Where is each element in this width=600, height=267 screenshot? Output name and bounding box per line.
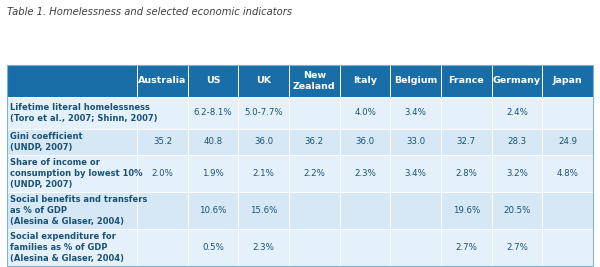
Text: 20.5%: 20.5%	[503, 206, 530, 215]
Text: Social expenditure for
families as % of GDP
(Alesina & Glaser, 2004): Social expenditure for families as % of …	[10, 232, 124, 263]
Text: France: France	[448, 76, 484, 85]
Text: 2.1%: 2.1%	[253, 169, 275, 178]
Text: Gini coefficient
(UNDP, 2007): Gini coefficient (UNDP, 2007)	[10, 132, 83, 152]
Text: 3.4%: 3.4%	[404, 169, 427, 178]
Text: 2.3%: 2.3%	[253, 243, 275, 252]
Text: 2.0%: 2.0%	[152, 169, 173, 178]
Text: 19.6%: 19.6%	[452, 206, 480, 215]
Text: 10.6%: 10.6%	[199, 206, 227, 215]
Text: 0.5%: 0.5%	[202, 243, 224, 252]
Text: 36.2: 36.2	[305, 138, 324, 147]
Text: 33.0: 33.0	[406, 138, 425, 147]
Text: 4.0%: 4.0%	[354, 108, 376, 117]
Text: 28.3: 28.3	[508, 138, 526, 147]
Text: Table 1. Homelessness and selected economic indicators: Table 1. Homelessness and selected econo…	[7, 7, 292, 17]
Text: 3.2%: 3.2%	[506, 169, 528, 178]
Text: 36.0: 36.0	[254, 138, 274, 147]
Text: 5.0-7.7%: 5.0-7.7%	[244, 108, 283, 117]
Text: 24.9: 24.9	[558, 138, 577, 147]
Text: 2.7%: 2.7%	[506, 243, 528, 252]
Text: 3.4%: 3.4%	[404, 108, 427, 117]
Text: 36.0: 36.0	[355, 138, 374, 147]
Text: Social benefits and transfers
as % of GDP
(Alesina & Glaser, 2004): Social benefits and transfers as % of GD…	[10, 195, 148, 226]
Text: 15.6%: 15.6%	[250, 206, 277, 215]
Text: Australia: Australia	[139, 76, 187, 85]
Text: 32.7: 32.7	[457, 138, 476, 147]
Text: US: US	[206, 76, 220, 85]
Text: 4.8%: 4.8%	[557, 169, 578, 178]
Text: Share of income or
consumption by lowest 10%
(UNDP, 2007): Share of income or consumption by lowest…	[10, 158, 143, 189]
Text: 35.2: 35.2	[153, 138, 172, 147]
Text: Germany: Germany	[493, 76, 541, 85]
Text: Japan: Japan	[553, 76, 583, 85]
Text: 2.3%: 2.3%	[354, 169, 376, 178]
Text: Lifetime literal homelessness
(Toro et al., 2007; Shinn, 2007): Lifetime literal homelessness (Toro et a…	[10, 103, 158, 123]
Text: Italy: Italy	[353, 76, 377, 85]
Text: Belgium: Belgium	[394, 76, 437, 85]
Text: 2.4%: 2.4%	[506, 108, 528, 117]
Text: New
Zealand: New Zealand	[293, 71, 335, 91]
Text: 40.8: 40.8	[203, 138, 223, 147]
Text: 6.2-8.1%: 6.2-8.1%	[194, 108, 232, 117]
Text: 2.8%: 2.8%	[455, 169, 477, 178]
Text: 2.7%: 2.7%	[455, 243, 477, 252]
Text: 1.9%: 1.9%	[202, 169, 224, 178]
Text: UK: UK	[256, 76, 271, 85]
Text: 2.2%: 2.2%	[304, 169, 325, 178]
